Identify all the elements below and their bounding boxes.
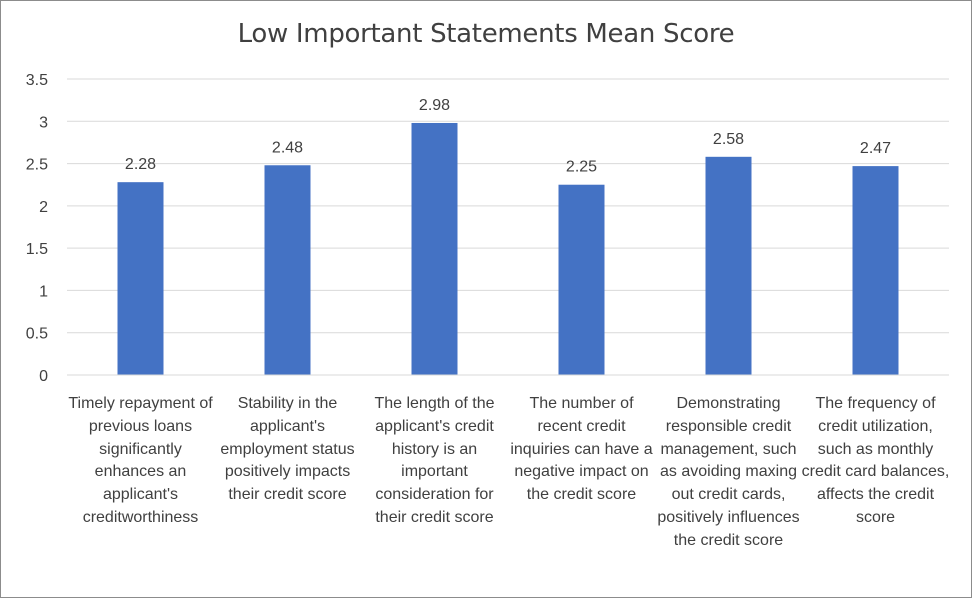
x-tick-label: Timely repayment of previous loans signi… (68, 395, 213, 526)
y-tick-label: 3.5 (26, 72, 48, 89)
chart-title: Low Important Statements Mean Score (237, 19, 735, 49)
y-tick-label: 1 (39, 283, 48, 300)
bar (705, 156, 752, 375)
data-label: 2.47 (860, 140, 891, 157)
y-tick-label: 3 (39, 114, 48, 131)
bar (411, 122, 458, 375)
y-tick-label: 0 (39, 368, 48, 385)
y-tick-label: 0.5 (26, 326, 48, 343)
data-label: 2.25 (566, 159, 597, 176)
x-tick-label: The frequency of credit utilization, suc… (801, 395, 950, 526)
x-axis-labels: Timely repayment of previous loans signi… (1, 393, 971, 593)
x-tick-label: Stability in the applicant's employment … (220, 395, 355, 504)
y-tick-label: 2.5 (26, 157, 48, 174)
y-tick-label: 2 (39, 199, 48, 216)
bar (264, 165, 311, 375)
bar (852, 166, 899, 375)
data-label: 2.28 (125, 156, 156, 173)
bar (558, 184, 605, 375)
data-label: 2.58 (713, 131, 744, 148)
x-tick-label: The length of the applicant's credit his… (374, 395, 495, 526)
data-label: 2.48 (272, 139, 303, 156)
x-tick-label: Demonstrating responsible credit managem… (657, 395, 800, 549)
data-label: 2.98 (419, 97, 450, 114)
y-tick-label: 1.5 (26, 241, 48, 258)
bar (117, 182, 164, 375)
x-tick-label: The number of recent credit inquiries ca… (510, 395, 653, 504)
